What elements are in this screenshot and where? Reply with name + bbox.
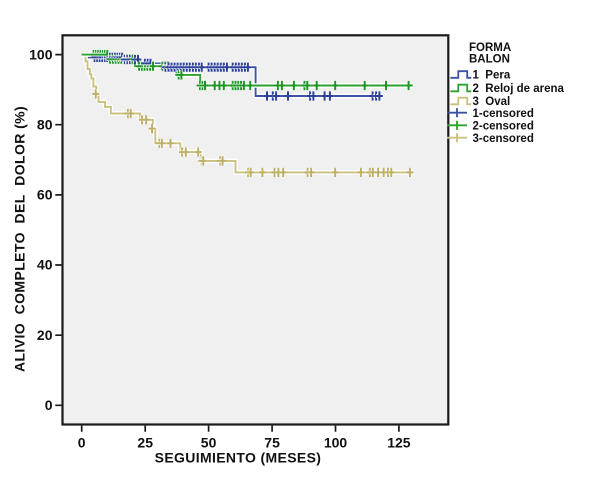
svg-text:3 Oval: 3 Oval xyxy=(473,96,511,108)
svg-text:2 Reloj de arena: 2 Reloj de arena xyxy=(473,83,565,95)
svg-text:0: 0 xyxy=(78,435,86,451)
svg-text:SEGUIMIENTO (MESES): SEGUIMIENTO (MESES) xyxy=(155,450,322,466)
svg-text:125: 125 xyxy=(387,435,411,451)
svg-text:100: 100 xyxy=(324,435,348,451)
svg-text:3-censored: 3-censored xyxy=(473,133,534,145)
svg-text:FORMA: FORMA xyxy=(469,42,511,54)
svg-text:0: 0 xyxy=(45,397,53,413)
svg-text:75: 75 xyxy=(264,435,280,451)
svg-text:40: 40 xyxy=(37,257,53,273)
svg-text:100: 100 xyxy=(29,46,53,62)
svg-text:1 Pera: 1 Pera xyxy=(473,70,511,82)
svg-text:50: 50 xyxy=(201,435,217,451)
svg-text:ALIVIO COMPLETO DEL DOLOR (: ALIVIO COMPLETO DEL DOLOR (%) xyxy=(12,106,28,372)
svg-text:1-censored: 1-censored xyxy=(473,108,534,120)
svg-text:25: 25 xyxy=(137,435,153,451)
svg-text:80: 80 xyxy=(37,116,53,132)
svg-text:BALON: BALON xyxy=(469,54,510,66)
svg-text:60: 60 xyxy=(37,187,53,203)
svg-text:20: 20 xyxy=(37,327,53,343)
svg-text:2-censored: 2-censored xyxy=(473,121,534,133)
